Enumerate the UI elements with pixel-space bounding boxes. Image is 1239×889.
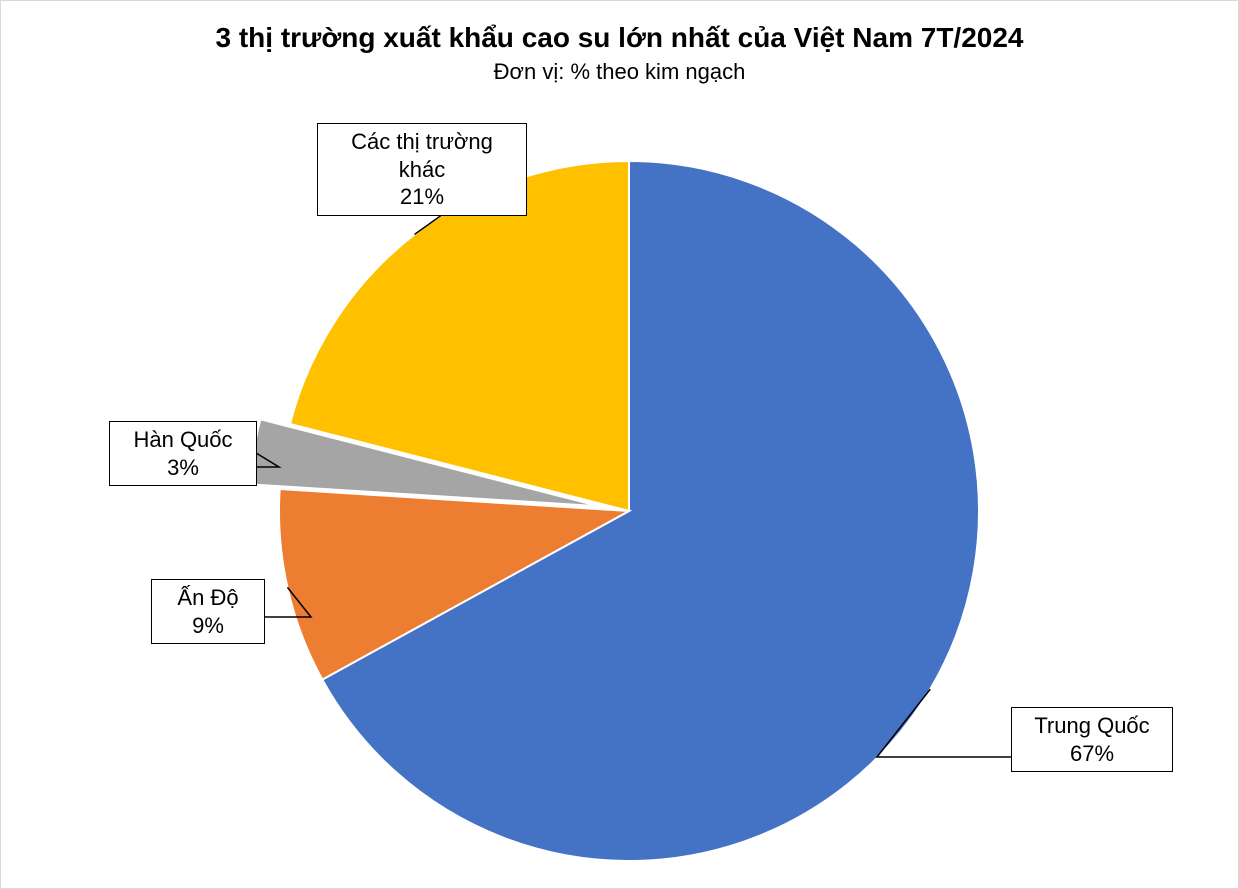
slice-label: Trung Quốc 67% bbox=[1011, 707, 1173, 772]
slice-label: Ấn Độ 9% bbox=[151, 579, 265, 644]
chart-frame: 3 thị trường xuất khẩu cao su lớn nhất c… bbox=[0, 0, 1239, 889]
pie-chart: Trung Quốc 67% Ấn Độ 9% Hàn Quốc 3% Các thị… bbox=[1, 1, 1238, 888]
slice-label: Hàn Quốc 3% bbox=[109, 421, 257, 486]
slice-label: Các thị trường khác 21% bbox=[317, 123, 527, 216]
